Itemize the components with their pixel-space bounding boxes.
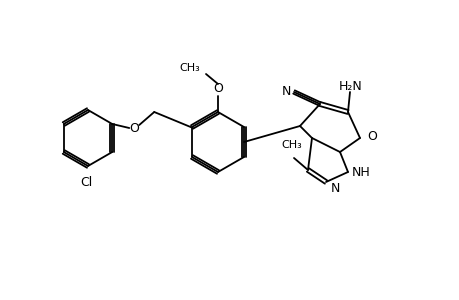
Text: O: O bbox=[213, 82, 223, 94]
Text: O: O bbox=[366, 130, 376, 142]
Text: H₂N: H₂N bbox=[338, 80, 362, 93]
Text: O: O bbox=[129, 122, 139, 134]
Text: CH₃: CH₃ bbox=[179, 63, 200, 73]
Text: Cl: Cl bbox=[80, 176, 92, 189]
Text: CH₃: CH₃ bbox=[281, 140, 302, 150]
Text: NH: NH bbox=[351, 166, 370, 178]
Text: N: N bbox=[330, 182, 340, 196]
Text: N: N bbox=[281, 85, 290, 98]
